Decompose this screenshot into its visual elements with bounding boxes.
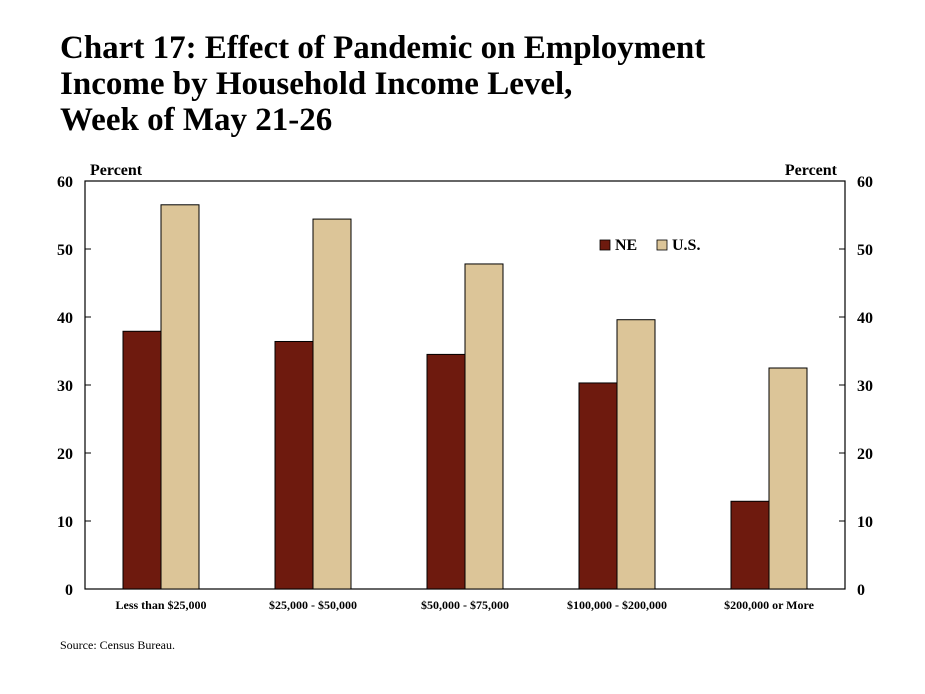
legend-label-ne: NE	[615, 237, 637, 254]
left-tick-label: 50	[57, 242, 73, 259]
bar-us	[160, 204, 200, 590]
title-line-2: Income by Household Income Level,	[60, 66, 573, 102]
source-note: Source: Census Bureau.	[60, 638, 175, 652]
left-tick-label: 60	[57, 174, 73, 191]
legend-label-us: U.S.	[672, 237, 700, 254]
right-tick-label: 0	[857, 582, 865, 599]
right-axis-label: Percent	[785, 162, 838, 179]
bar-us	[616, 319, 656, 590]
category-label: $25,000 - $50,000	[269, 598, 357, 612]
right-tick-label: 60	[857, 174, 873, 191]
category-label: Less than $25,000	[115, 598, 206, 612]
title-line-3: Week of May 21-26	[60, 102, 333, 138]
right-tick-label: 30	[857, 378, 873, 395]
bar-ne	[274, 340, 314, 590]
left-tick-label: 0	[65, 582, 73, 599]
legend-swatch-us	[656, 239, 668, 251]
bar-ne	[578, 382, 618, 590]
left-tick-label: 10	[57, 514, 73, 531]
left-tick-label: 40	[57, 310, 73, 327]
bar-us	[312, 218, 352, 590]
right-tick-label: 20	[857, 446, 873, 463]
chart-bars	[122, 204, 808, 590]
legend-swatch-ne	[599, 239, 611, 251]
left-axis-label: Percent	[90, 162, 143, 179]
chart-title: Chart 17: Effect of Pandemic on Employme…	[60, 30, 705, 138]
bar-ne	[730, 500, 770, 590]
right-tick-label: 40	[857, 310, 873, 327]
left-tick-label: 20	[57, 446, 73, 463]
left-tick-label: 30	[57, 378, 73, 395]
bar-ne	[426, 353, 466, 590]
bar-us	[464, 263, 504, 590]
right-tick-label: 10	[857, 514, 873, 531]
bar-us	[768, 367, 808, 590]
chart-legend: NE U.S.	[599, 237, 700, 254]
category-label: $50,000 - $75,000	[421, 598, 509, 612]
category-label: $200,000 or More	[724, 598, 815, 612]
category-label: $100,000 - $200,000	[567, 598, 667, 612]
right-tick-label: 50	[857, 242, 873, 259]
bar-ne	[122, 330, 162, 590]
title-line-1: Chart 17: Effect of Pandemic on Employme…	[60, 30, 706, 66]
